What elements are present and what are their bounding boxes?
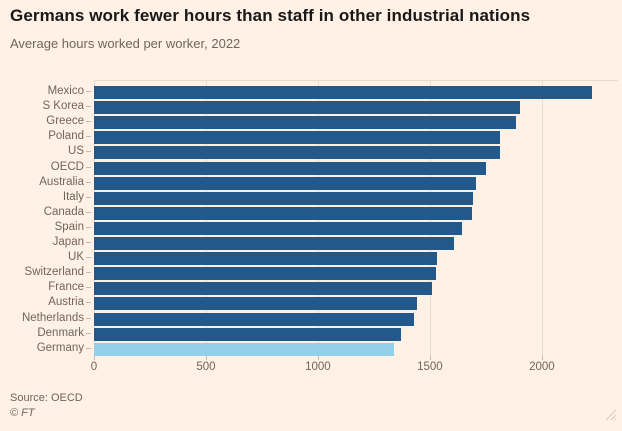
category-label-denmark: Denmark bbox=[37, 326, 84, 339]
category-label-oecd: OECD bbox=[50, 160, 84, 173]
category-label-greece: Greece bbox=[46, 115, 84, 128]
category-label-germany: Germany bbox=[36, 341, 84, 354]
bar-austria bbox=[94, 297, 418, 311]
y-tick-oecd bbox=[86, 166, 91, 168]
category-label-uk: UK bbox=[68, 251, 84, 264]
page-title: Germans work fewer hours than staff in o… bbox=[10, 6, 531, 25]
x-tick-label-500: 500 bbox=[196, 361, 216, 373]
category-label-austria: Austria bbox=[48, 296, 84, 309]
bar-germany bbox=[94, 342, 395, 356]
y-tick-s-korea bbox=[86, 106, 91, 108]
category-label-australia: Australia bbox=[39, 175, 84, 188]
bar-japan bbox=[94, 237, 454, 250]
x-tick-1000 bbox=[317, 356, 319, 360]
source-text: Source: OECD bbox=[10, 392, 83, 404]
category-label-us: US bbox=[68, 145, 84, 158]
category-label-japan: Japan bbox=[52, 236, 84, 248]
category-label-netherlands: Netherlands bbox=[21, 311, 84, 324]
x-tick-label-1500: 1500 bbox=[417, 361, 443, 373]
bar-greece bbox=[94, 116, 517, 130]
bar-mexico bbox=[94, 86, 593, 99]
bar-switzerland bbox=[94, 267, 437, 281]
bar-uk bbox=[94, 252, 438, 266]
ft-credit: © FT bbox=[10, 407, 35, 419]
x-tick-1500 bbox=[429, 356, 431, 360]
x-tick-0 bbox=[94, 356, 95, 360]
category-label-switzerland: Switzerland bbox=[24, 266, 84, 279]
bar-s-korea bbox=[94, 101, 520, 115]
gridline-2000 bbox=[541, 81, 543, 356]
y-tick-netherlands bbox=[86, 317, 91, 319]
plot-area bbox=[94, 80, 618, 356]
bar-poland bbox=[94, 131, 501, 145]
y-tick-poland bbox=[86, 136, 91, 138]
bar-denmark bbox=[94, 327, 402, 341]
y-tick-australia bbox=[86, 181, 91, 183]
y-tick-italy bbox=[86, 196, 91, 198]
category-label-mexico: Mexico bbox=[47, 85, 84, 97]
bar-canada bbox=[94, 206, 472, 220]
bar-italy bbox=[94, 191, 474, 205]
y-tick-mexico bbox=[86, 91, 91, 92]
chart-subtitle: Average hours worked per worker, 2022 bbox=[10, 36, 241, 51]
x-tick-2000 bbox=[541, 356, 543, 360]
category-label-canada: Canada bbox=[43, 205, 84, 218]
y-tick-us bbox=[86, 151, 91, 153]
category-label-spain: Spain bbox=[54, 220, 84, 233]
y-tick-france bbox=[86, 287, 91, 289]
x-tick-label-0: 0 bbox=[90, 361, 98, 373]
bar-netherlands bbox=[94, 312, 414, 326]
category-label-poland: Poland bbox=[48, 130, 84, 143]
category-label-s-korea: S Korea bbox=[42, 100, 84, 113]
y-tick-uk bbox=[86, 257, 91, 259]
bar-us bbox=[94, 146, 500, 160]
resize-handle-icon[interactable] bbox=[602, 406, 618, 422]
y-tick-denmark bbox=[86, 332, 91, 334]
bar-spain bbox=[94, 221, 463, 235]
y-tick-switzerland bbox=[86, 272, 91, 274]
x-tick-500 bbox=[205, 356, 207, 360]
y-tick-austria bbox=[86, 302, 91, 304]
y-tick-japan bbox=[86, 242, 91, 243]
y-tick-canada bbox=[86, 211, 91, 213]
x-tick-label-2000: 2000 bbox=[529, 361, 555, 373]
bar-oecd bbox=[94, 161, 487, 175]
y-tick-greece bbox=[86, 121, 91, 123]
category-label-france: France bbox=[48, 281, 84, 294]
bar-australia bbox=[94, 176, 477, 190]
bar-france bbox=[94, 282, 433, 296]
x-tick-label-1000: 1000 bbox=[305, 361, 331, 373]
category-label-italy: Italy bbox=[62, 190, 84, 203]
y-tick-spain bbox=[86, 226, 91, 228]
y-tick-germany bbox=[86, 347, 91, 349]
